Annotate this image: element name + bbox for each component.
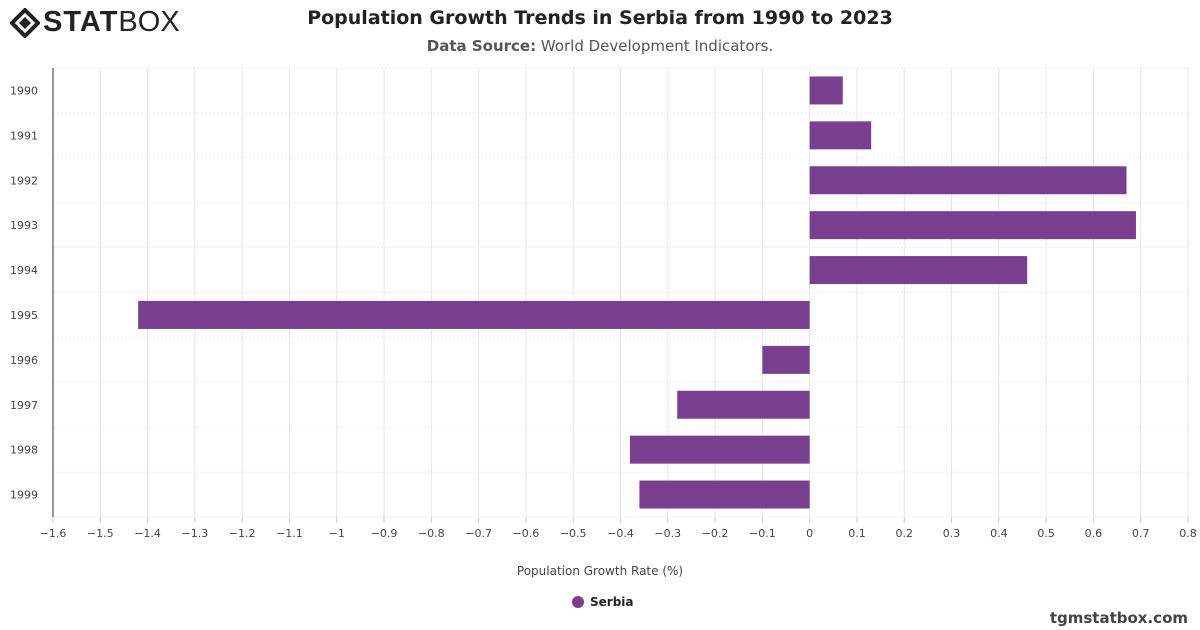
bar-chart: −1.6 −1.5 −1.4 −1.3 −1.2 −1.1 −1 −0.9 −0.8 −0.7 −0… [10,67,1197,540]
y-tick-label: 1997 [10,399,38,412]
footer-site: tgmstatbox.com [1049,609,1188,627]
y-tick-label: 1990 [10,84,38,97]
bar-1998[interactable] [629,435,810,464]
bar-1991[interactable] [809,121,872,150]
x-tick-label: 0 [806,527,813,540]
bar-1990[interactable] [809,76,843,105]
y-tick-label: 1994 [10,264,38,277]
legend-label: Serbia [590,595,634,609]
bar-1997[interactable] [677,390,810,419]
x-tick-label: −0.5 [560,527,587,540]
bar-1993[interactable] [809,211,1136,240]
subtitle-value: World Development Indicators. [540,37,774,55]
x-tick-label: 0.5 [1037,527,1055,540]
x-tick-label: −1.1 [276,527,303,540]
y-tick-label: 1995 [10,309,38,322]
statbox-logo: STAT BOX [10,6,180,39]
x-tick-label: −1.2 [229,527,256,540]
y-tick-label: 1998 [10,444,38,457]
x-tick-label: −0.7 [465,527,492,540]
x-tick-label: 0.4 [990,527,1008,540]
chart-title: Population Growth Trends in Serbia from … [307,7,893,29]
bar-1992[interactable] [809,166,1127,195]
x-tick-label: −0.3 [654,527,681,540]
x-tick-label: −1.5 [87,527,114,540]
x-tick-label: −0.4 [607,527,634,540]
bar-1996[interactable] [762,345,810,374]
x-tick-label: 0.1 [848,527,866,540]
x-tick-label: −0.2 [702,527,729,540]
bar-1994[interactable] [809,256,1028,285]
y-tick-label: 1993 [10,219,38,232]
x-tick-label: −0.8 [418,527,445,540]
x-tick-label: −1.4 [134,527,161,540]
x-tick-label: 0.2 [896,527,914,540]
y-tick-label: 1992 [10,174,38,187]
x-axis-label: Population Growth Rate (%) [516,564,684,578]
y-tick-label: 1991 [10,129,38,142]
y-tick-label: 1999 [10,489,38,502]
logo-diamond-icon [10,7,40,38]
x-tick-label: 0.7 [1132,527,1150,540]
logo-text-light: BOX [118,6,180,38]
x-tick-label: 0.6 [1085,527,1103,540]
subtitle-label: Data Source: [426,37,537,55]
legend-dot [572,596,584,608]
chart-subtitle: Data Source: World Development Indicator… [0,37,1200,55]
bar-1995[interactable] [138,300,810,329]
x-tick-label: 0.3 [943,527,961,540]
x-tick-label: 0.8 [1179,527,1197,540]
bar-1999[interactable] [639,480,810,509]
legend-item-serbia[interactable]: Serbia [572,595,634,609]
logo-text-bold: STAT [43,6,119,38]
x-tick-label: −1.6 [40,527,67,540]
x-tick-label: −0.9 [371,527,398,540]
x-tick-label: −1.3 [182,527,209,540]
x-tick-label: −1 [329,527,345,540]
x-tick-label: −0.6 [513,527,540,540]
y-tick-label: 1996 [10,354,38,367]
x-tick-label: −0.1 [749,527,776,540]
